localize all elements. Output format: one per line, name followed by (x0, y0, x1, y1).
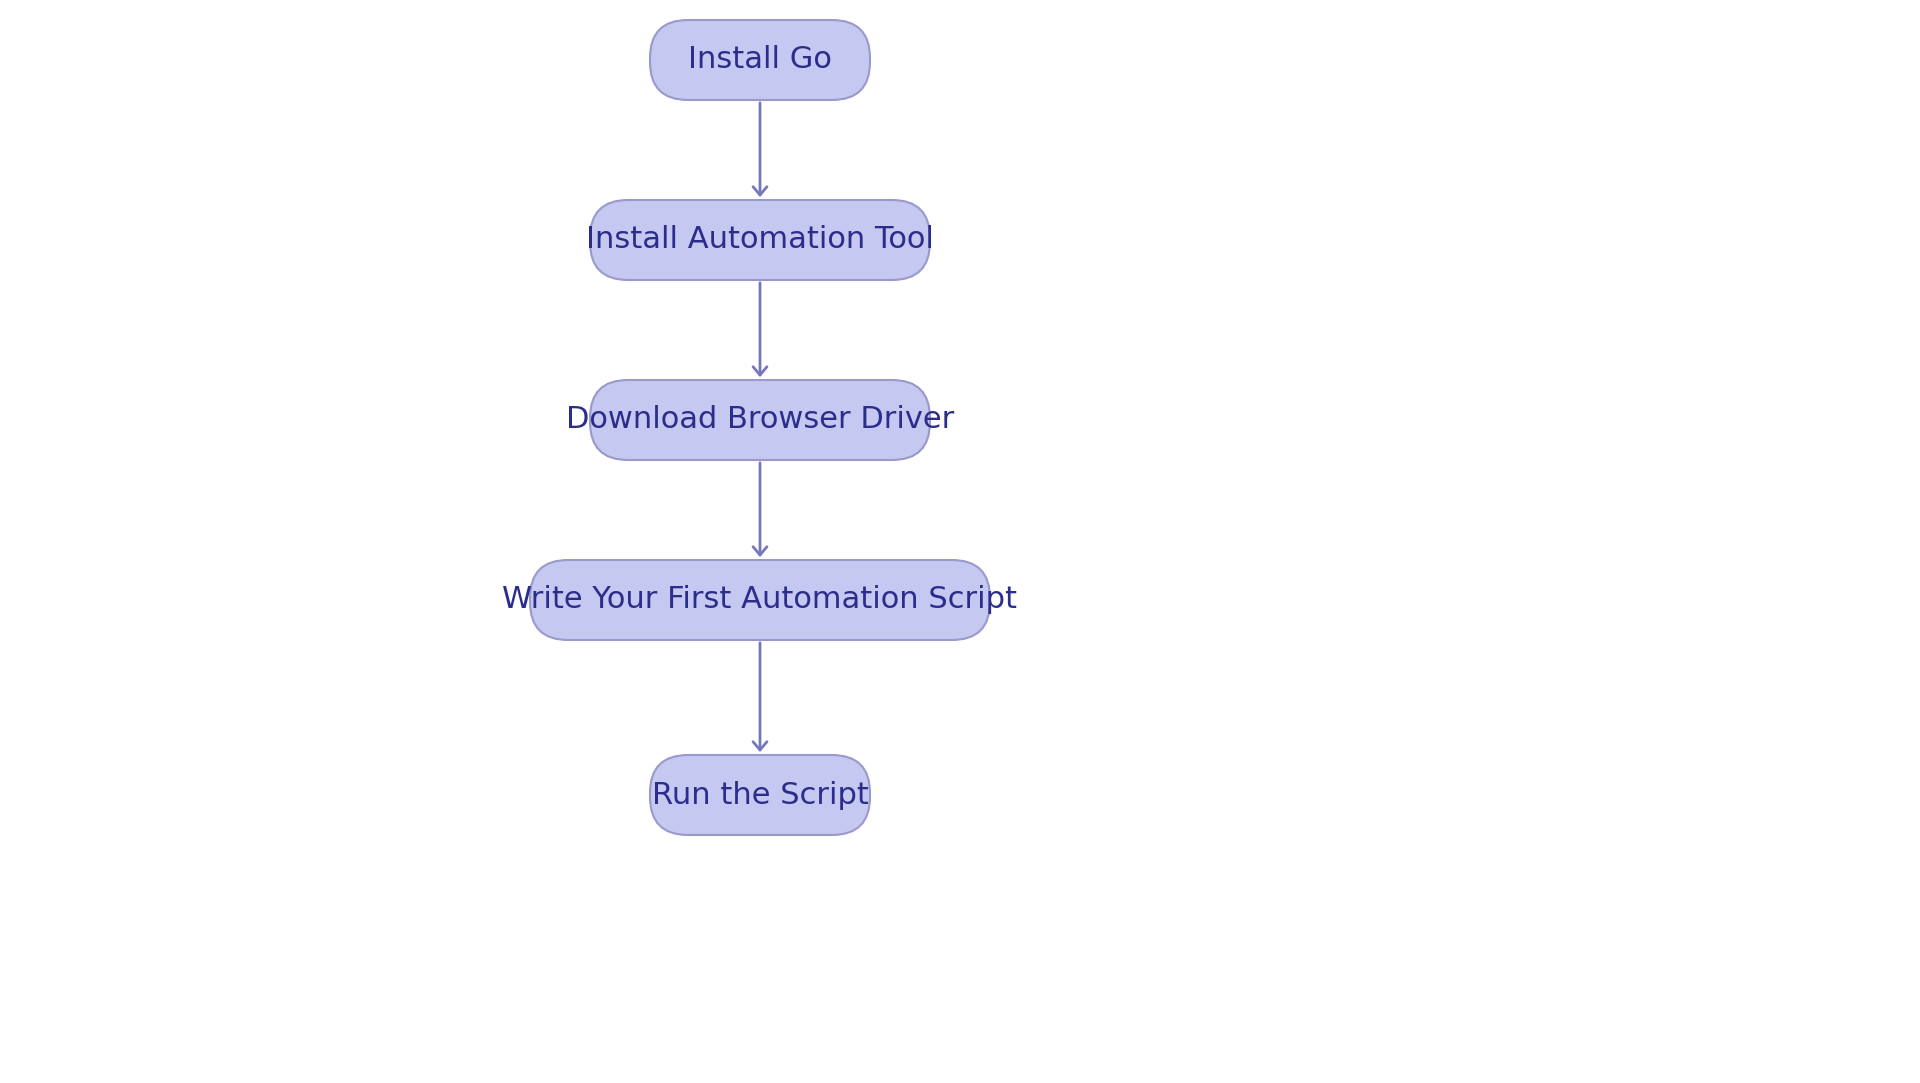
Text: Download Browser Driver: Download Browser Driver (566, 405, 954, 434)
FancyBboxPatch shape (589, 200, 929, 280)
Text: Install Automation Tool: Install Automation Tool (586, 225, 933, 255)
FancyBboxPatch shape (651, 19, 870, 100)
Text: Write Your First Automation Script: Write Your First Automation Script (503, 586, 1018, 614)
Text: Run the Script: Run the Script (651, 781, 868, 809)
FancyBboxPatch shape (530, 560, 991, 640)
FancyBboxPatch shape (589, 380, 929, 460)
FancyBboxPatch shape (651, 755, 870, 835)
Text: Install Go: Install Go (687, 45, 831, 75)
